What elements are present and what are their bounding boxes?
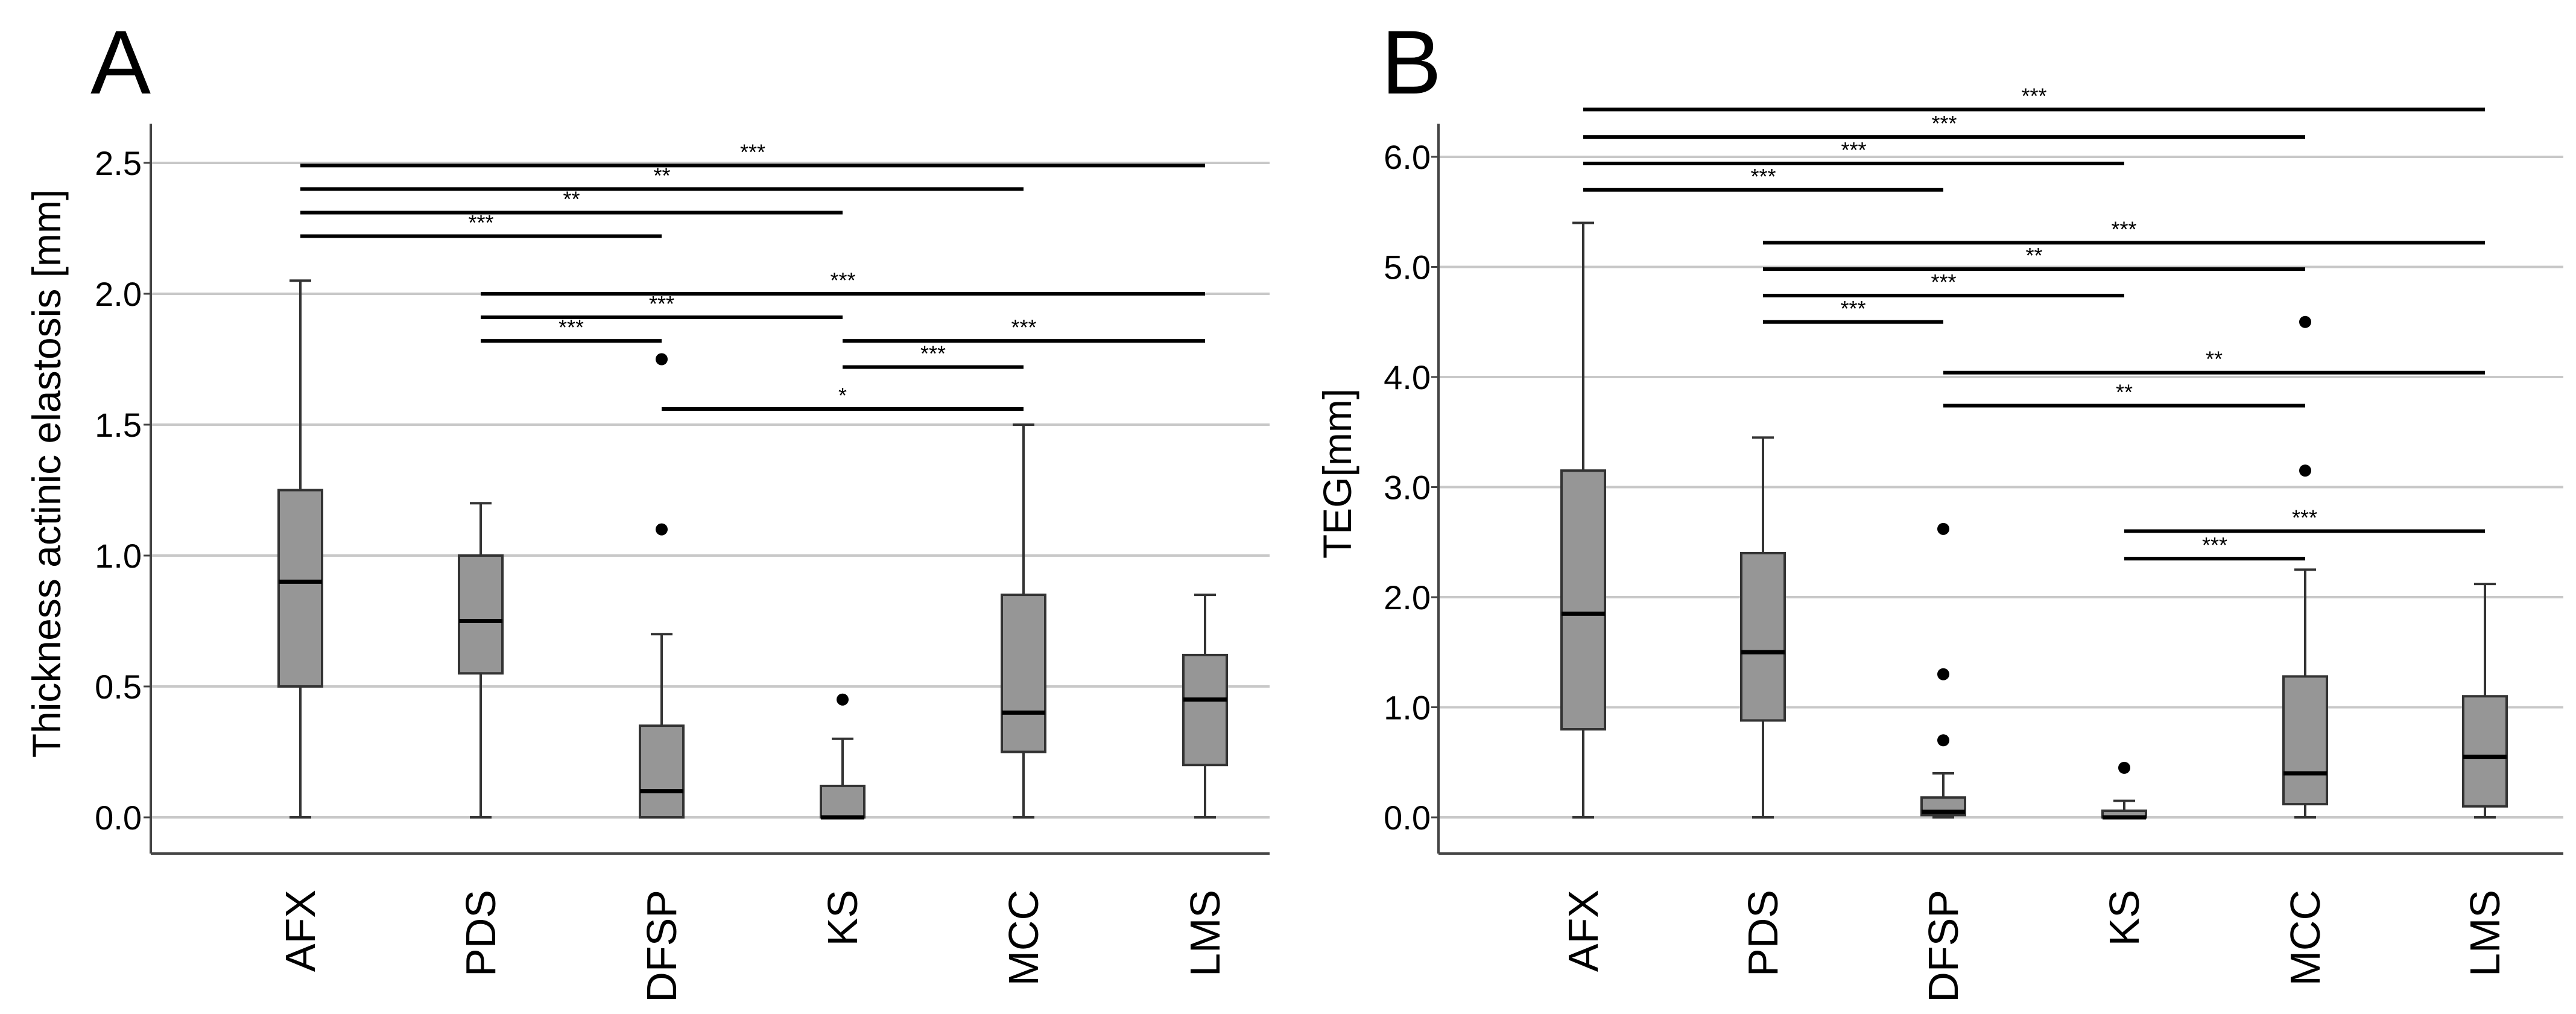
- iqr-box: [820, 784, 866, 819]
- x-category-label: DFSP: [1920, 890, 1967, 1003]
- y-tick-label: 0.5: [95, 668, 142, 706]
- box-afx: [277, 279, 323, 819]
- y-tick-label: 2.5: [95, 144, 142, 182]
- box-pds: [458, 502, 504, 819]
- y-axis-title: Thickness actinic elastosis [mm]: [24, 189, 69, 758]
- x-category-label: KS: [819, 890, 866, 946]
- outlier-point: [2299, 315, 2311, 328]
- box-ks: [820, 693, 866, 820]
- outlier-point: [837, 693, 849, 706]
- box-mcc: [2282, 315, 2328, 819]
- box-dfsp: [1920, 522, 1966, 819]
- outlier-point: [2299, 464, 2311, 477]
- outlier-point: [1937, 734, 1949, 747]
- significance-label: ***: [1931, 111, 1957, 136]
- iqr-box: [2462, 695, 2508, 808]
- significance-label: ***: [2202, 533, 2227, 557]
- significance-label: *: [838, 383, 847, 408]
- y-tick-label: 0.0: [1384, 799, 1431, 837]
- significance-label: ***: [740, 139, 765, 164]
- significance-label: ***: [2292, 505, 2317, 530]
- x-category-label: LMS: [1182, 890, 1229, 977]
- y-tick-label: 3.0: [1384, 469, 1431, 507]
- significance-label: ***: [1841, 138, 1866, 162]
- panel-a: A 0.0 0.5 1.0 1.5 2.0 2.5 Thickness actinic ela…: [24, 11, 1270, 1003]
- outlier-point: [656, 523, 668, 536]
- box-pds: [1740, 436, 1786, 819]
- box-lms: [2462, 583, 2508, 819]
- significance-label: ***: [2111, 217, 2136, 241]
- outlier-point: [2118, 761, 2130, 774]
- iqr-box: [1182, 653, 1228, 767]
- significance-label: **: [563, 186, 580, 211]
- x-category-label: AFX: [1560, 890, 1607, 972]
- x-category-label: DFSP: [638, 890, 685, 1003]
- outlier-point: [1937, 668, 1949, 680]
- iqr-box: [1560, 469, 1606, 730]
- significance-label: ***: [468, 211, 493, 235]
- iqr-box: [277, 489, 323, 688]
- significance-label: ***: [920, 341, 946, 366]
- panel-b: B 0.0 1.0 2.0 3.0 4.0 5.0 6.0 TEG[mm] AFX PDS DFSP K…: [1315, 11, 2563, 1003]
- x-category-label: MCC: [2282, 890, 2329, 986]
- box-afx: [1560, 221, 1606, 819]
- significance-label: ***: [649, 291, 674, 316]
- significance-label: ***: [830, 268, 855, 293]
- x-category-label: AFX: [277, 890, 324, 972]
- x-category-label: MCC: [1000, 890, 1047, 986]
- panel-letter: B: [1381, 11, 1441, 113]
- significance-label: ***: [1011, 315, 1036, 340]
- y-tick-label: 1.0: [95, 537, 142, 575]
- significance-label: ***: [1931, 270, 1956, 294]
- iqr-box: [2282, 675, 2328, 806]
- panel-letter: A: [90, 11, 151, 113]
- y-tick-label: 4.0: [1384, 358, 1431, 396]
- x-category-label: PDS: [1739, 890, 1786, 977]
- significance-label: ***: [2021, 84, 2046, 109]
- y-tick-label: 5.0: [1384, 249, 1431, 287]
- significance-label: ***: [1840, 296, 1866, 321]
- x-category-label: PDS: [457, 890, 504, 977]
- significance-label: ***: [559, 315, 584, 340]
- y-tick-label: 0.0: [95, 799, 142, 837]
- box-dfsp: [639, 353, 685, 819]
- iqr-box: [458, 554, 504, 675]
- y-tick-label: 6.0: [1384, 138, 1431, 176]
- significance-label: **: [653, 163, 670, 188]
- significance-label: **: [2116, 379, 2133, 404]
- y-tick-label: 1.5: [95, 406, 142, 444]
- significance-label: **: [2206, 347, 2223, 372]
- iqr-box: [1001, 594, 1046, 753]
- y-tick-label: 2.0: [95, 275, 142, 313]
- significance-label: ***: [1750, 164, 1776, 189]
- box-lms: [1182, 594, 1228, 819]
- box-mcc: [1001, 423, 1046, 819]
- iqr-box: [639, 724, 685, 819]
- box-ks: [2101, 761, 2147, 820]
- y-tick-label: 1.0: [1384, 689, 1431, 727]
- x-category-label: LMS: [2461, 890, 2508, 977]
- x-category-label: KS: [2101, 890, 2148, 946]
- significance-label: **: [2025, 243, 2042, 268]
- y-axis-title: TEG[mm]: [1315, 388, 1359, 559]
- outlier-point: [656, 353, 668, 366]
- y-tick-label: 2.0: [1384, 578, 1431, 616]
- outlier-point: [1937, 522, 1949, 535]
- iqr-box: [1740, 552, 1786, 722]
